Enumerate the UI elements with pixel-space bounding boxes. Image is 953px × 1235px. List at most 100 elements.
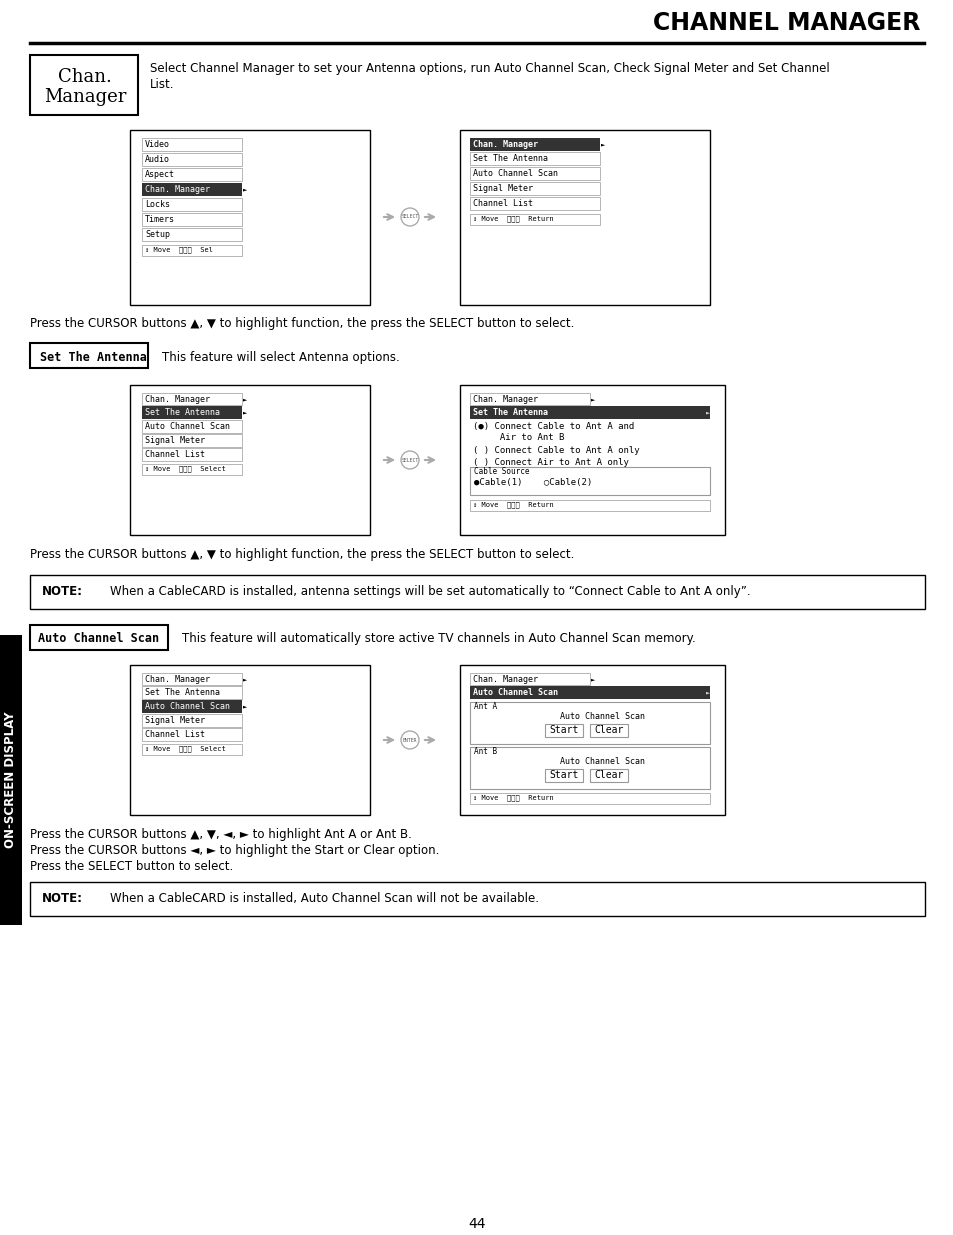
Text: NOTE:: NOTE:	[42, 892, 83, 905]
Text: Chan.: Chan.	[58, 68, 112, 86]
Bar	[470, 793, 709, 804]
Bar	[30, 882, 924, 916]
Bar	[459, 664, 724, 815]
Bar	[470, 167, 599, 180]
Bar	[470, 406, 709, 419]
Bar	[142, 168, 242, 182]
Text: This feature will select Antenna options.: This feature will select Antenna options…	[162, 351, 399, 364]
Text: ↕ Move  ⓈⓃⓁ  Return: ↕ Move ⓈⓃⓁ Return	[473, 501, 553, 508]
Text: Auto Channel Scan: Auto Channel Scan	[559, 757, 644, 766]
Text: (●) Connect Cable to Ant A and: (●) Connect Cable to Ant A and	[473, 422, 634, 431]
Bar	[470, 152, 599, 165]
Bar	[470, 673, 589, 685]
Bar	[30, 343, 148, 368]
Text: ►: ►	[705, 409, 709, 415]
Text: Chan. Manager: Chan. Manager	[473, 395, 537, 404]
Bar	[142, 685, 242, 699]
Bar	[30, 625, 168, 650]
Text: Auto Channel Scan: Auto Channel Scan	[559, 713, 644, 721]
Text: Air to Ant B: Air to Ant B	[473, 433, 564, 442]
Bar	[470, 393, 589, 405]
Text: Channel List: Channel List	[145, 450, 205, 459]
Text: Auto Channel Scan: Auto Channel Scan	[145, 422, 230, 431]
Bar	[470, 198, 599, 210]
Text: 44: 44	[468, 1216, 485, 1231]
Text: Chan. Manager: Chan. Manager	[145, 185, 210, 194]
Text: ►: ►	[705, 689, 709, 695]
Text: ●Cable(1)    ○Cable(2): ●Cable(1) ○Cable(2)	[474, 478, 592, 487]
Circle shape	[400, 207, 418, 226]
Bar	[470, 500, 709, 511]
Bar	[470, 747, 709, 789]
Text: ( ) Connect Air to Ant A only: ( ) Connect Air to Ant A only	[473, 458, 628, 467]
Text: ►: ►	[243, 396, 247, 403]
Text: Timers: Timers	[145, 215, 174, 224]
Bar	[130, 130, 370, 305]
Bar	[589, 724, 627, 737]
Text: Chan. Manager: Chan. Manager	[145, 395, 210, 404]
Bar	[142, 212, 242, 226]
Text: ENTER: ENTER	[402, 737, 416, 742]
Text: Video: Video	[145, 140, 170, 149]
Bar	[470, 467, 709, 495]
Text: Locks: Locks	[145, 200, 170, 209]
Bar	[142, 228, 242, 241]
Text: Clear: Clear	[594, 725, 623, 735]
Text: Manager: Manager	[44, 88, 126, 106]
Text: NOTE:: NOTE:	[42, 585, 83, 598]
Text: This feature will automatically store active TV channels in Auto Channel Scan me: This feature will automatically store ac…	[182, 632, 695, 645]
Text: Ant A: Ant A	[474, 701, 497, 711]
Text: Signal Meter: Signal Meter	[145, 436, 205, 445]
Text: Press the CURSOR buttons ◄, ► to highlight the Start or Clear option.: Press the CURSOR buttons ◄, ► to highlig…	[30, 844, 439, 857]
Text: SELECT: SELECT	[401, 457, 418, 462]
Text: Select Channel Manager to set your Antenna options, run Auto Channel Scan, Check: Select Channel Manager to set your Anten…	[150, 62, 829, 75]
Text: SELECT: SELECT	[401, 215, 418, 220]
Bar	[142, 245, 242, 256]
Bar	[142, 743, 242, 755]
Bar	[142, 406, 242, 419]
Bar	[142, 673, 242, 685]
Text: Press the CURSOR buttons ▲, ▼ to highlight function, the press the SELECT button: Press the CURSOR buttons ▲, ▼ to highlig…	[30, 317, 574, 330]
Text: Press the CURSOR buttons ▲, ▼, ◄, ► to highlight Ant A or Ant B.: Press the CURSOR buttons ▲, ▼, ◄, ► to h…	[30, 827, 412, 841]
Bar	[142, 464, 242, 475]
Text: Audio: Audio	[145, 156, 170, 164]
Text: ►: ►	[243, 703, 247, 709]
Text: ↕ Move  ⓈⓃⓁ  Select: ↕ Move ⓈⓃⓁ Select	[145, 466, 226, 472]
Text: Press the CURSOR buttons ▲, ▼ to highlight function, the press the SELECT button: Press the CURSOR buttons ▲, ▼ to highlig…	[30, 548, 574, 561]
Text: Set The Antenna: Set The Antenna	[473, 154, 547, 163]
Text: Signal Meter: Signal Meter	[473, 184, 533, 193]
Text: Set The Antenna: Set The Antenna	[40, 351, 147, 364]
Text: Channel List: Channel List	[473, 199, 533, 207]
Text: Set The Antenna: Set The Antenna	[145, 408, 220, 417]
Text: Start: Start	[549, 725, 578, 735]
Bar	[459, 385, 724, 535]
Bar	[142, 183, 242, 196]
Bar	[544, 769, 582, 782]
Bar	[142, 714, 242, 727]
Bar	[470, 214, 599, 225]
Text: List.: List.	[150, 78, 174, 91]
Text: Ant B: Ant B	[474, 747, 497, 756]
Text: Press the SELECT button to select.: Press the SELECT button to select.	[30, 860, 233, 873]
Bar	[142, 700, 242, 713]
Text: Cable Source: Cable Source	[474, 467, 529, 475]
Text: ↕ Move  ⓈⓃⓁ  Sel: ↕ Move ⓈⓃⓁ Sel	[145, 246, 213, 253]
Text: ( ) Connect Cable to Ant A only: ( ) Connect Cable to Ant A only	[473, 446, 639, 454]
Bar	[142, 420, 242, 433]
Text: Start: Start	[549, 769, 578, 781]
Bar	[142, 198, 242, 211]
Text: Chan. Manager: Chan. Manager	[145, 676, 210, 684]
Circle shape	[400, 451, 418, 469]
Bar	[0, 635, 22, 925]
Text: Aspect: Aspect	[145, 170, 174, 179]
Bar	[470, 138, 599, 151]
Bar	[459, 130, 709, 305]
Bar	[142, 727, 242, 741]
Text: ↕ Move  ⓈⓃⓁ  Return: ↕ Move ⓈⓃⓁ Return	[473, 794, 553, 800]
Text: Set The Antenna: Set The Antenna	[473, 408, 547, 417]
Bar	[130, 664, 370, 815]
Text: Setup: Setup	[145, 230, 170, 240]
Text: When a CableCARD is installed, Auto Channel Scan will not be available.: When a CableCARD is installed, Auto Chan…	[110, 892, 538, 905]
Text: ↕ Move  ⓈⓃⓁ  Return: ↕ Move ⓈⓃⓁ Return	[473, 215, 553, 221]
Text: ►: ►	[590, 676, 595, 682]
